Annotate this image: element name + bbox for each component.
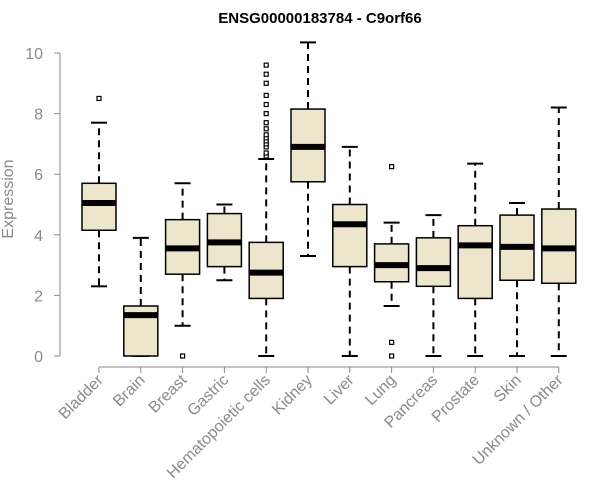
y-tick-label: 2 xyxy=(34,288,43,305)
x-tick-label: Kidney xyxy=(269,372,316,419)
outlier-point xyxy=(263,150,269,156)
box-gastric xyxy=(206,203,243,282)
outlier-point xyxy=(96,95,102,102)
outlier-point xyxy=(263,126,269,132)
outlier-point xyxy=(263,101,269,108)
box-liver xyxy=(332,145,368,357)
plot-area xyxy=(81,41,577,359)
iqr-box xyxy=(457,224,493,300)
box-pancreas xyxy=(415,214,452,357)
outlier-point xyxy=(263,62,269,68)
outlier-point xyxy=(263,110,269,117)
y-tick-label: 6 xyxy=(34,167,43,184)
iqr-box xyxy=(415,237,452,288)
outlier-point xyxy=(389,353,395,359)
box-prostate xyxy=(457,162,493,357)
x-tick-label: Skin xyxy=(491,372,525,406)
y-axis: 0 2 4 6 8 10 xyxy=(25,46,61,366)
box-lung xyxy=(373,164,410,359)
outlier-point xyxy=(389,339,395,345)
outlier-point xyxy=(263,92,269,99)
box-bladder xyxy=(81,95,117,288)
y-axis-label: Expression xyxy=(0,159,17,238)
y-tick-label: 4 xyxy=(34,228,43,245)
chart-title: ENSG00000183784 - C9orf66 xyxy=(218,10,421,27)
x-tick-label: Breast xyxy=(146,371,191,416)
iqr-box xyxy=(332,203,368,268)
y-tick-label: 8 xyxy=(34,107,43,124)
box-hematopoietic-cells xyxy=(248,62,284,357)
outlier-point xyxy=(180,353,186,359)
iqr-box xyxy=(81,182,117,232)
box-unknown-other xyxy=(541,106,577,357)
x-tick-label: Lung xyxy=(362,372,399,409)
y-tick-label: 0 xyxy=(34,349,43,366)
outlier-point xyxy=(263,132,269,138)
outlier-point xyxy=(389,164,395,170)
outlier-point xyxy=(263,80,269,86)
box-kidney xyxy=(290,41,326,258)
box-skin xyxy=(499,201,535,357)
x-tick-label: Liver xyxy=(321,371,358,408)
outlier-point xyxy=(263,71,269,77)
x-tick-label: Bladder xyxy=(56,371,107,422)
y-tick-label: 10 xyxy=(25,46,43,63)
box-breast xyxy=(164,182,201,359)
x-tick-label: Brain xyxy=(110,372,148,410)
outlier-point xyxy=(263,120,269,126)
box-brain xyxy=(123,236,159,357)
